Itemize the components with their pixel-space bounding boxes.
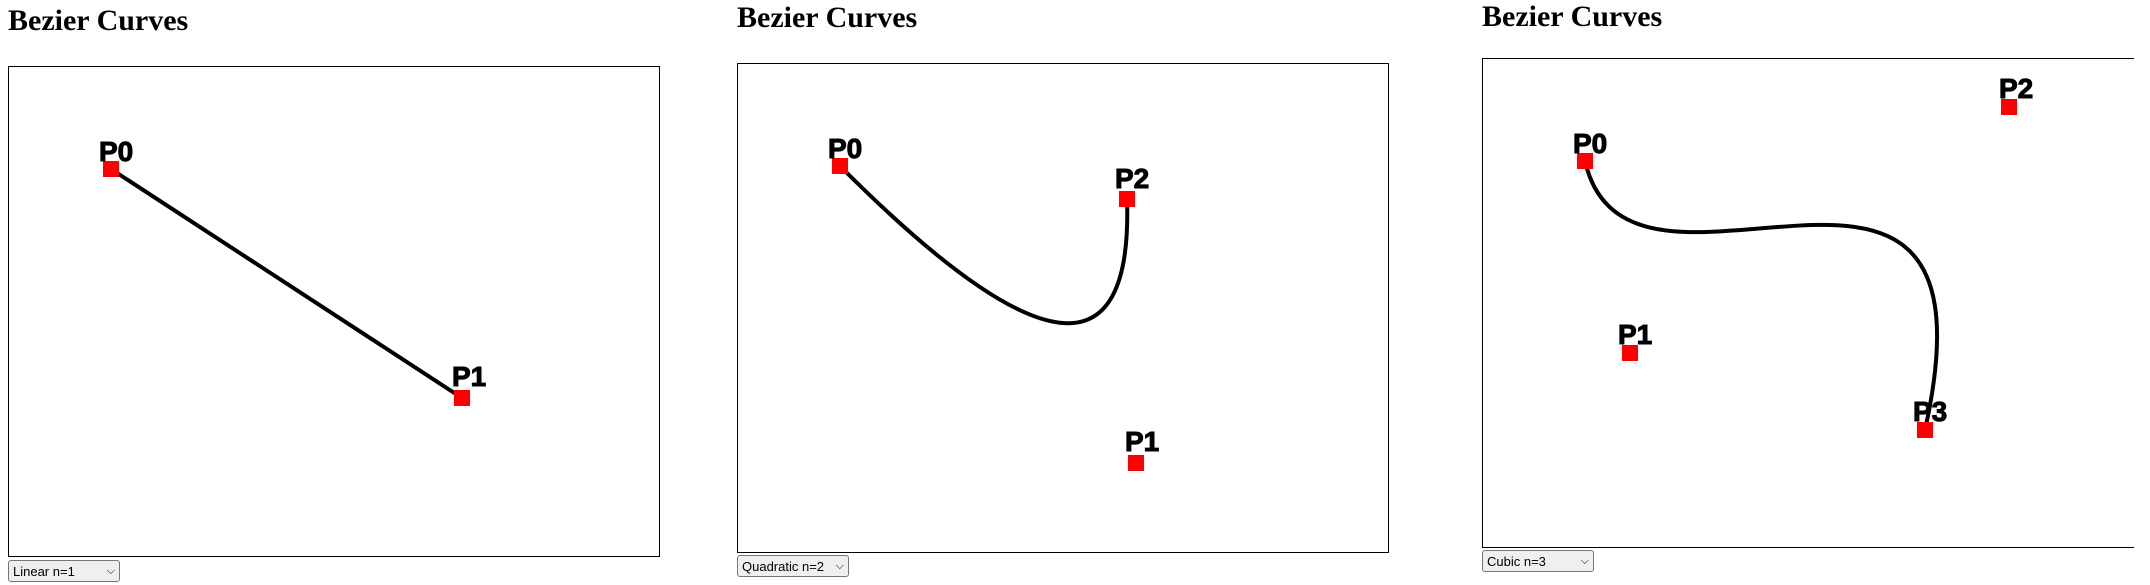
- control-point-p2[interactable]: P2: [1115, 163, 1150, 207]
- page-title: Bezier Curves: [8, 4, 189, 37]
- control-point-p1[interactable]: P1: [1125, 426, 1160, 471]
- bezier-svg[interactable]: P0 P1 P2 P3: [1483, 59, 2134, 547]
- control-point-p1[interactable]: P1: [452, 361, 487, 406]
- control-point-p3[interactable]: P3: [1913, 396, 1948, 438]
- bezier-canvas[interactable]: P0 P1 P2: [737, 63, 1389, 553]
- control-point-label: P3: [1913, 396, 1947, 427]
- control-point-label: P0: [99, 136, 133, 167]
- chevron-down-icon: ⌵: [1580, 554, 1589, 567]
- control-point-handle[interactable]: [454, 390, 470, 406]
- curve-type-select[interactable]: Quadratic n=2 ⌵: [737, 555, 849, 577]
- control-point-handle[interactable]: [1577, 153, 1593, 169]
- control-point-handle[interactable]: [1128, 455, 1144, 471]
- bezier-svg[interactable]: P0 P1 P2: [738, 64, 1388, 552]
- control-point-label: P1: [1618, 319, 1652, 350]
- bezier-canvas[interactable]: P0 P1 P2 P3: [1482, 58, 2134, 548]
- control-point-label: P2: [1115, 163, 1149, 194]
- panel-linear: Bezier Curves P0 P1 Linear n=1 ⌵: [8, 4, 660, 582]
- panel-cubic: Bezier Curves P0 P1 P2 P3 Cubic n=3 ⌵: [1482, 0, 2150, 580]
- control-point-handle[interactable]: [1119, 191, 1135, 207]
- panel-quadratic: Bezier Curves P0 P1 P2 Quadratic n=2 ⌵: [737, 1, 1389, 581]
- control-point-label: P0: [1573, 128, 1607, 159]
- page-title: Bezier Curves: [737, 1, 918, 34]
- select-value: Linear n=1: [13, 563, 75, 579]
- control-point-p0[interactable]: P0: [99, 136, 134, 177]
- control-point-label: P1: [452, 361, 486, 392]
- control-point-handle[interactable]: [832, 158, 848, 174]
- control-point-label: P2: [1999, 73, 2033, 104]
- bezier-svg[interactable]: P0 P1: [9, 67, 659, 556]
- control-point-label: P0: [828, 133, 862, 164]
- bezier-curve: [109, 167, 464, 400]
- page-title: Bezier Curves: [1482, 0, 1663, 33]
- control-point-handle[interactable]: [2001, 99, 2017, 115]
- curve-type-select[interactable]: Linear n=1 ⌵: [8, 560, 120, 582]
- control-point-handle[interactable]: [103, 161, 119, 177]
- select-value: Cubic n=3: [1487, 553, 1546, 569]
- curve-type-select[interactable]: Cubic n=3 ⌵: [1482, 550, 1594, 572]
- select-value: Quadratic n=2: [742, 558, 825, 574]
- chevron-down-icon: ⌵: [835, 559, 844, 572]
- bezier-curve: [838, 164, 1130, 326]
- control-point-p2[interactable]: P2: [1999, 73, 2034, 115]
- chevron-down-icon: ⌵: [106, 564, 115, 577]
- bezier-canvas[interactable]: P0 P1: [8, 66, 660, 557]
- control-point-handle[interactable]: [1917, 422, 1933, 438]
- control-point-handle[interactable]: [1622, 345, 1638, 361]
- bezier-curve: [1583, 160, 1940, 431]
- control-point-p1[interactable]: P1: [1618, 319, 1653, 361]
- control-point-p0[interactable]: P0: [1573, 128, 1608, 169]
- control-point-p0[interactable]: P0: [828, 133, 863, 174]
- control-point-label: P1: [1125, 426, 1159, 457]
